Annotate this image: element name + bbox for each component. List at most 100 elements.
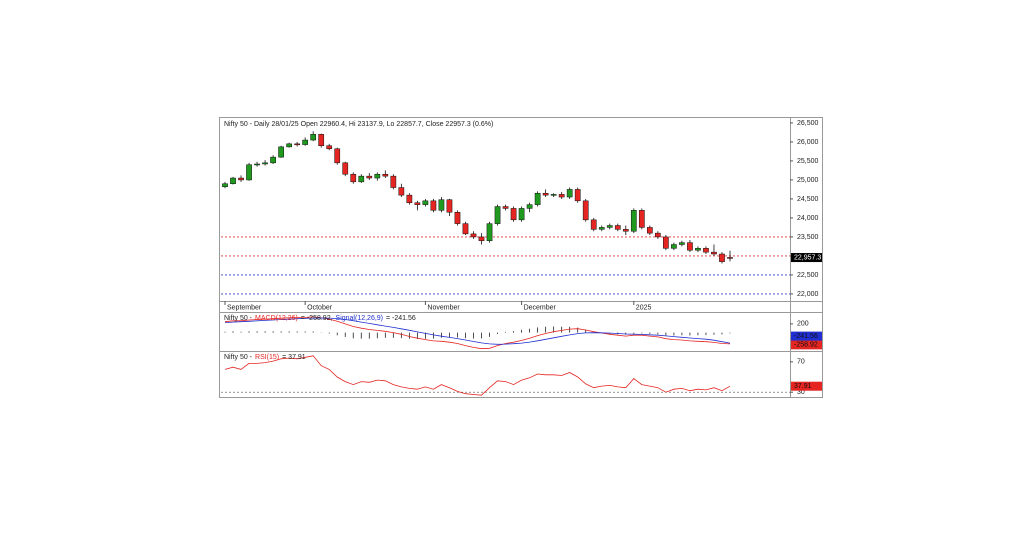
last-value-label: 37.91	[794, 383, 812, 390]
candle-body	[494, 206, 501, 224]
series-line	[224, 316, 731, 350]
candle-body	[526, 204, 533, 209]
candle-body	[326, 145, 333, 150]
candle-body	[695, 248, 701, 251]
candle-body	[550, 194, 557, 196]
x-tick-label: September	[227, 304, 262, 311]
candle-body	[486, 223, 493, 241]
x-tick-label: October	[307, 304, 333, 311]
y-tick-label: 24,500	[797, 196, 819, 203]
legend-name: RSI(15)	[255, 354, 279, 361]
candle-body	[462, 223, 469, 235]
y-tick-label: 23,500	[797, 234, 819, 241]
candle-body	[679, 242, 685, 245]
y-tick-label: 25,500	[797, 158, 819, 165]
legend-readout: = -258.92,	[301, 315, 333, 322]
candle-body	[342, 162, 349, 175]
candle-body	[630, 210, 637, 232]
y-tick-label: 26,000	[797, 139, 819, 146]
last-value-box	[791, 331, 822, 341]
candle-body	[638, 210, 645, 228]
candle-body	[254, 163, 260, 166]
candle-body	[422, 200, 429, 205]
candle-body	[558, 194, 565, 198]
candle-body	[703, 248, 709, 253]
last-value-label: -241.56	[794, 333, 818, 340]
candle-body	[350, 173, 357, 183]
candle-body	[286, 143, 292, 148]
y-tick-label: 25,000	[797, 177, 819, 184]
candle-body	[711, 251, 717, 255]
candle-body	[510, 208, 517, 221]
y-tick-label: 30	[797, 389, 805, 396]
legend-readout: = -241.56	[386, 315, 416, 322]
candle-body	[622, 229, 629, 232]
candle-body	[478, 236, 485, 241]
candle-body	[582, 200, 589, 221]
candle-body	[430, 200, 437, 211]
series-line	[224, 317, 731, 345]
candle-body	[438, 199, 445, 211]
x-tick-label: 2025	[636, 304, 652, 311]
candle-body	[382, 173, 389, 177]
candle-body	[334, 148, 341, 164]
y-tick-label: 26,500	[797, 120, 819, 127]
panel-legend: Nifty 50 - MACD(12,26) = -258.92, Signal(12…	[224, 315, 416, 322]
candle-body	[502, 206, 509, 209]
y-tick-label: 22,500	[797, 272, 819, 279]
candle-body	[534, 192, 541, 205]
candle-body	[374, 173, 381, 179]
candle-body	[598, 227, 605, 230]
candle-body	[727, 257, 733, 259]
legend-prefix: Nifty 50 -	[224, 315, 253, 322]
candle-body	[614, 225, 621, 230]
y-tick-label: 24,000	[797, 215, 819, 222]
last-value-box	[791, 381, 822, 391]
candle-body	[238, 177, 244, 181]
candle-body	[566, 189, 573, 198]
legend-prefix: Nifty 50 -	[224, 354, 253, 361]
candle-body	[246, 164, 252, 181]
candle-body	[318, 134, 325, 146]
candle-body	[366, 175, 373, 179]
candle-body	[414, 202, 421, 205]
candle-body	[646, 227, 653, 234]
y-tick-label: 22,000	[797, 291, 819, 298]
candle-body	[663, 236, 669, 249]
candle-body	[262, 162, 268, 165]
candle-body	[222, 183, 228, 188]
candle-body	[454, 211, 461, 224]
candle-body	[390, 175, 397, 188]
candle-body	[398, 187, 405, 196]
legend-name: MACD(12,26)	[255, 315, 298, 322]
legend-name: Signal(12,26,9)	[336, 315, 383, 322]
candle-body	[574, 189, 581, 202]
last-value-label: -258.92	[794, 342, 818, 349]
panel-legend: Nifty 50 - RSI(15) = 37.91	[224, 354, 306, 361]
series-line	[224, 355, 731, 396]
last-value-box	[791, 340, 822, 350]
candle-body	[310, 134, 317, 141]
candle-body	[406, 194, 413, 203]
candle-body	[358, 175, 365, 183]
candle-body	[470, 233, 477, 238]
candle-body	[590, 219, 597, 230]
candle-body	[278, 146, 284, 158]
candle-body	[518, 208, 525, 221]
last-value-label: 22,957.3	[794, 254, 821, 261]
last-value-box	[791, 253, 822, 263]
candle-body	[302, 139, 309, 145]
candle-body	[606, 225, 613, 228]
candle-body	[719, 253, 725, 262]
candle-body	[542, 192, 549, 196]
chart-title: Nifty 50 - Daily 28/01/25 Open 22960.4, …	[224, 121, 493, 128]
candle-body	[671, 244, 677, 249]
legend-readout: = 37.91	[282, 354, 306, 361]
x-tick-label: December	[524, 304, 557, 311]
y-tick-label: 200	[797, 321, 809, 328]
candle-body	[655, 232, 661, 238]
candle-body	[687, 242, 693, 251]
candle-body	[230, 177, 236, 184]
candle-body	[294, 143, 300, 146]
